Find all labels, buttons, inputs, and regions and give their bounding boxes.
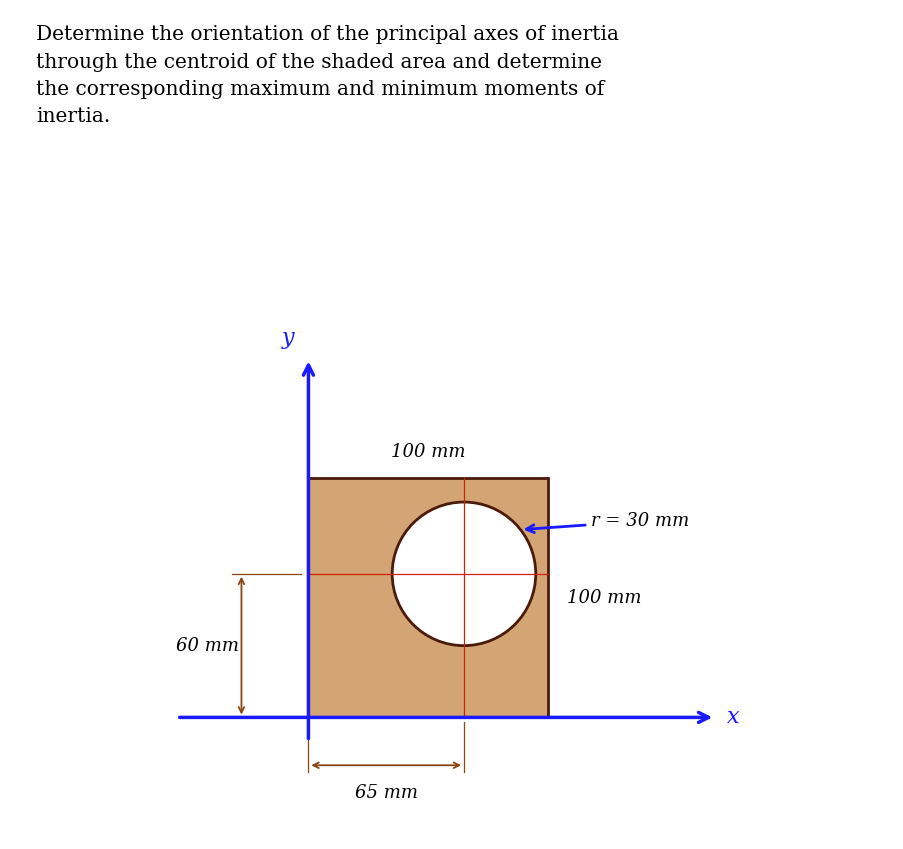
Text: y: y [281, 327, 293, 349]
Text: 60 mm: 60 mm [176, 637, 239, 655]
Text: 100 mm: 100 mm [390, 443, 465, 461]
Text: Determine the orientation of the principal axes of inertia
through the centroid : Determine the orientation of the princip… [36, 25, 619, 127]
Bar [308, 478, 547, 717]
Text: r = 30 mm: r = 30 mm [526, 512, 688, 532]
Text: 100 mm: 100 mm [566, 588, 640, 607]
Text: x: x [726, 706, 739, 728]
Circle shape [392, 502, 535, 645]
Text: 65 mm: 65 mm [354, 784, 417, 802]
